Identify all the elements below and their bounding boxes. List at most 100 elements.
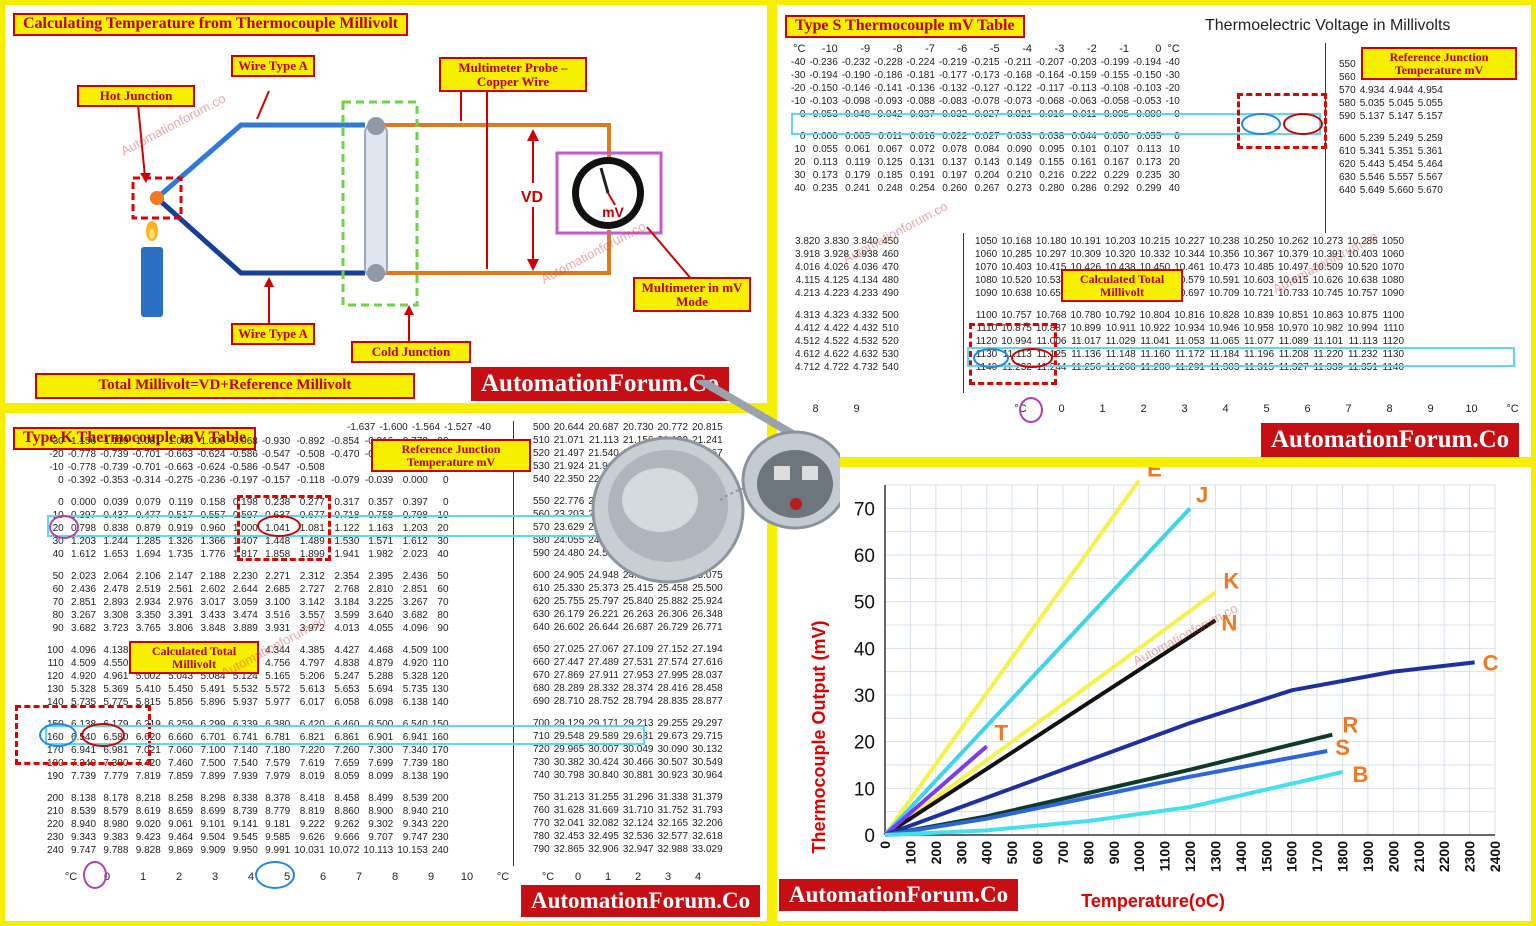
table-cell: 5.247 bbox=[334, 671, 360, 682]
table-cell: 5.450 bbox=[168, 684, 194, 695]
vd-label: VD bbox=[521, 189, 543, 206]
table-cell bbox=[260, 783, 292, 792]
table-cell: -0.177 bbox=[938, 70, 968, 81]
table-cell: 10.733 bbox=[1278, 288, 1309, 299]
table-cell: 5.045 bbox=[1388, 98, 1414, 109]
brand-logo: AutomationForum.Co bbox=[521, 885, 761, 917]
table-cell: 10.816 bbox=[1174, 310, 1205, 321]
table-cell: 0.038 bbox=[1039, 131, 1065, 142]
table-cell: 10 bbox=[1168, 144, 1180, 155]
table-cell: -1.006 bbox=[197, 436, 226, 447]
table-cell: 4.944 bbox=[1388, 85, 1414, 96]
table-cell: 0.055 bbox=[812, 144, 838, 155]
table-cell: 5.613 bbox=[299, 684, 325, 695]
table-cell: 0.167 bbox=[1104, 157, 1130, 168]
table-cell: 0.161 bbox=[1071, 157, 1097, 168]
table-cell: 9.343 bbox=[71, 832, 97, 843]
table-cell: 10.153 bbox=[397, 845, 428, 856]
table-cell: 2.976 bbox=[168, 597, 194, 608]
table-cell bbox=[621, 708, 656, 717]
table-cell: 1.735 bbox=[168, 549, 194, 560]
table-cell: 750 bbox=[533, 792, 550, 803]
table-cell: 8.940 bbox=[71, 819, 97, 830]
table-cell: 1.982 bbox=[368, 549, 394, 560]
table-cell: -0.168 bbox=[1003, 70, 1032, 81]
thermocouple-head-image bbox=[591, 380, 840, 584]
table-cell: 650 bbox=[533, 644, 550, 655]
table-cell: 6.701 bbox=[200, 732, 226, 743]
table-row: 30 0.173 0.179 0.185 0.191 0.197 0.204 0.210 0.2… bbox=[789, 169, 1182, 182]
table-cell: 5.084 bbox=[200, 671, 226, 682]
table-cell: -0.968 bbox=[229, 436, 258, 447]
table-cell: 28.289 bbox=[553, 683, 585, 694]
table-cell: 0.137 bbox=[942, 157, 968, 168]
table-cell: 10.285 bbox=[1347, 236, 1378, 247]
table-cell: 30.424 bbox=[588, 757, 619, 768]
table-cell: -0.392 bbox=[67, 475, 97, 486]
footer-number: 2 bbox=[1140, 403, 1147, 415]
table-cell: 480 bbox=[882, 275, 899, 286]
table-cell: 10.031 bbox=[294, 845, 325, 856]
x-tick-label: 200 bbox=[928, 841, 944, 865]
table-cell bbox=[793, 300, 822, 309]
table-cell: -1.637 bbox=[347, 422, 376, 433]
table-cell: 530 bbox=[882, 349, 899, 360]
table-row: 610 5.341 5.351 5.361 bbox=[1337, 145, 1445, 158]
table-cell: 9.061 bbox=[168, 819, 194, 830]
table-cell: -0.219 bbox=[938, 57, 968, 68]
table-cell: 30.466 bbox=[622, 757, 654, 768]
table-cell: 4.756 bbox=[265, 658, 291, 669]
table-cell: -0.236 bbox=[197, 475, 226, 486]
table-cell: 8.418 bbox=[299, 793, 325, 804]
table-cell: 3.820 bbox=[795, 236, 821, 247]
table-cell: 7.979 bbox=[265, 771, 291, 782]
table-cell: -0.093 bbox=[874, 96, 903, 107]
table-cell: 90 bbox=[437, 623, 449, 634]
table-cell: 0 bbox=[58, 497, 64, 508]
table-cell: 30.007 bbox=[588, 744, 619, 755]
table-row: 220 8.940 8.980 9.020 9.061 9.101 9.141 9.181 9.… bbox=[45, 818, 451, 831]
table-cell: 11.351 bbox=[1347, 362, 1378, 373]
table-cell: 0.210 bbox=[1006, 170, 1032, 181]
table-cell: 11.160 bbox=[1140, 349, 1171, 360]
table-cell: 0.067 bbox=[877, 144, 903, 155]
table-cell: 0 bbox=[58, 475, 64, 486]
table-row: 750 31.213 31.255 31.296 31.338 31.379 bbox=[531, 791, 725, 804]
table-cell: 10.426 bbox=[1070, 262, 1102, 273]
table-cell: 6.941 bbox=[71, 745, 97, 756]
table-cell: 0.061 bbox=[845, 144, 871, 155]
footer-number: 7 bbox=[1345, 403, 1352, 415]
table-cell: 6.420 bbox=[299, 719, 325, 730]
x-tick-label: 1700 bbox=[1309, 841, 1325, 872]
table-cell: 33.029 bbox=[692, 844, 723, 855]
table-cell: 0.107 bbox=[1104, 144, 1130, 155]
table-cell: -0.197 bbox=[229, 475, 258, 486]
table-cell: 0.204 bbox=[974, 170, 1000, 181]
table-cell: 32.988 bbox=[657, 844, 689, 855]
table-cell: 720 bbox=[533, 744, 550, 755]
table-cell: 10.403 bbox=[1001, 262, 1032, 273]
table-cell: 10.899 bbox=[1070, 323, 1102, 334]
table-cell: -0.211 bbox=[1004, 57, 1032, 68]
table-cell: -0.127 bbox=[971, 83, 1000, 94]
table-cell: 26.602 bbox=[553, 622, 585, 633]
table-row: 4.612 4.622 4.632 530 bbox=[793, 348, 901, 361]
table-cell: 8.699 bbox=[200, 806, 226, 817]
table-cell: 4.532 bbox=[853, 336, 879, 347]
table-cell bbox=[361, 635, 395, 644]
table-cell: 9.181 bbox=[265, 819, 291, 830]
table-cell: 8.659 bbox=[168, 806, 194, 817]
table-cell bbox=[195, 561, 227, 570]
table-cell: 0.299 bbox=[1136, 183, 1162, 194]
calculated-total-label: Calculated Total Millivolt bbox=[1061, 269, 1183, 303]
table-cell: 9.504 bbox=[200, 832, 226, 843]
table-cell: 170 bbox=[47, 745, 64, 756]
table-cell: 0.197 bbox=[942, 170, 968, 181]
table-cell: 5.775 bbox=[103, 697, 129, 708]
meter-unit: mV bbox=[602, 204, 624, 220]
x-tick-label: 100 bbox=[902, 841, 918, 865]
table-cell: 25.924 bbox=[692, 596, 723, 607]
table-cell: 10.461 bbox=[1174, 262, 1205, 273]
panel-thermocouple-diagram: Calculating Temperature from Thermocoupl… bbox=[0, 0, 772, 408]
table-cell: 25.373 bbox=[588, 583, 619, 594]
